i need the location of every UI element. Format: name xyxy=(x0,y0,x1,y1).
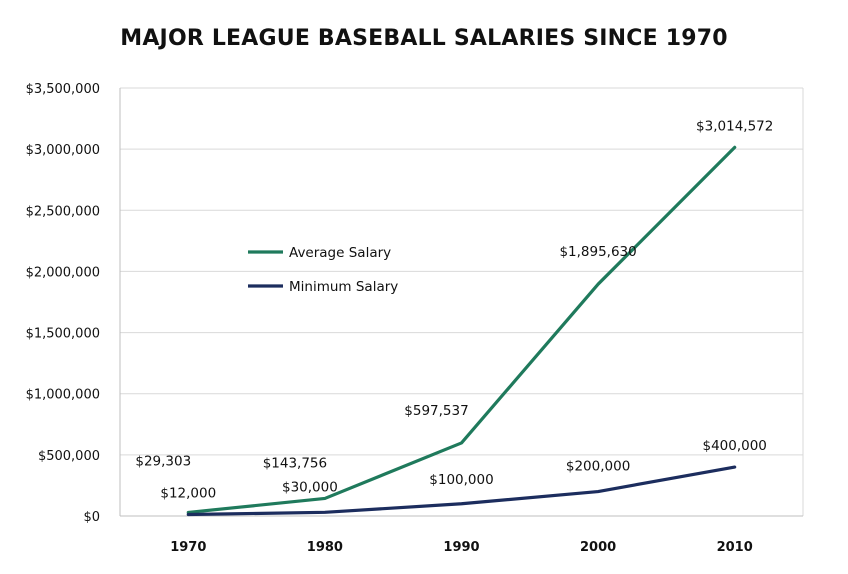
y-tick-label: $3,000,000 xyxy=(26,143,100,158)
data-label: $12,000 xyxy=(160,486,216,502)
data-label: $597,537 xyxy=(404,403,468,419)
chart-title: MAJOR LEAGUE BASEBALL SALARIES SINCE 197… xyxy=(120,26,728,51)
series-line-average-salary xyxy=(186,145,737,515)
data-label: $3,014,572 xyxy=(696,118,773,134)
data-label: $400,000 xyxy=(702,438,766,454)
data-label: $30,000 xyxy=(282,479,338,495)
series-lines xyxy=(186,145,737,517)
data-label: $100,000 xyxy=(429,472,493,488)
x-tick-label: 1990 xyxy=(443,540,479,555)
legend-label: Minimum Salary xyxy=(289,279,398,295)
x-tick-label: 1980 xyxy=(307,540,343,555)
data-label: $1,895,630 xyxy=(559,244,636,260)
legend-label: Average Salary xyxy=(289,245,391,261)
series-line-minimum-salary xyxy=(186,465,737,517)
y-tick-label: $1,500,000 xyxy=(26,327,100,342)
axes xyxy=(119,87,804,517)
x-axis-ticks: 1970 1980 1990 2000 2010 xyxy=(170,540,753,555)
data-labels: $29,303 $143,756 $597,537 $1,895,630 $3,014,… xyxy=(135,118,773,501)
x-tick-label: 1970 xyxy=(170,540,206,555)
y-tick-label: $1,000,000 xyxy=(26,388,100,403)
legend: Average Salary Minimum Salary xyxy=(248,245,398,295)
data-label: $29,303 xyxy=(135,453,191,469)
gridlines xyxy=(120,87,803,456)
x-tick-label: 2010 xyxy=(717,540,753,555)
y-axis-ticks: $0 $500,000 $1,000,000 $1,500,000 $2,000,000… xyxy=(26,82,100,525)
y-tick-label: $2,500,000 xyxy=(26,204,100,219)
y-tick-label: $0 xyxy=(83,510,100,525)
y-tick-label: $3,500,000 xyxy=(26,82,100,97)
x-tick-label: 2000 xyxy=(580,540,616,555)
data-label: $200,000 xyxy=(566,459,630,475)
data-label: $143,756 xyxy=(263,455,327,471)
y-tick-label: $2,000,000 xyxy=(26,265,100,280)
y-tick-label: $500,000 xyxy=(38,449,100,464)
